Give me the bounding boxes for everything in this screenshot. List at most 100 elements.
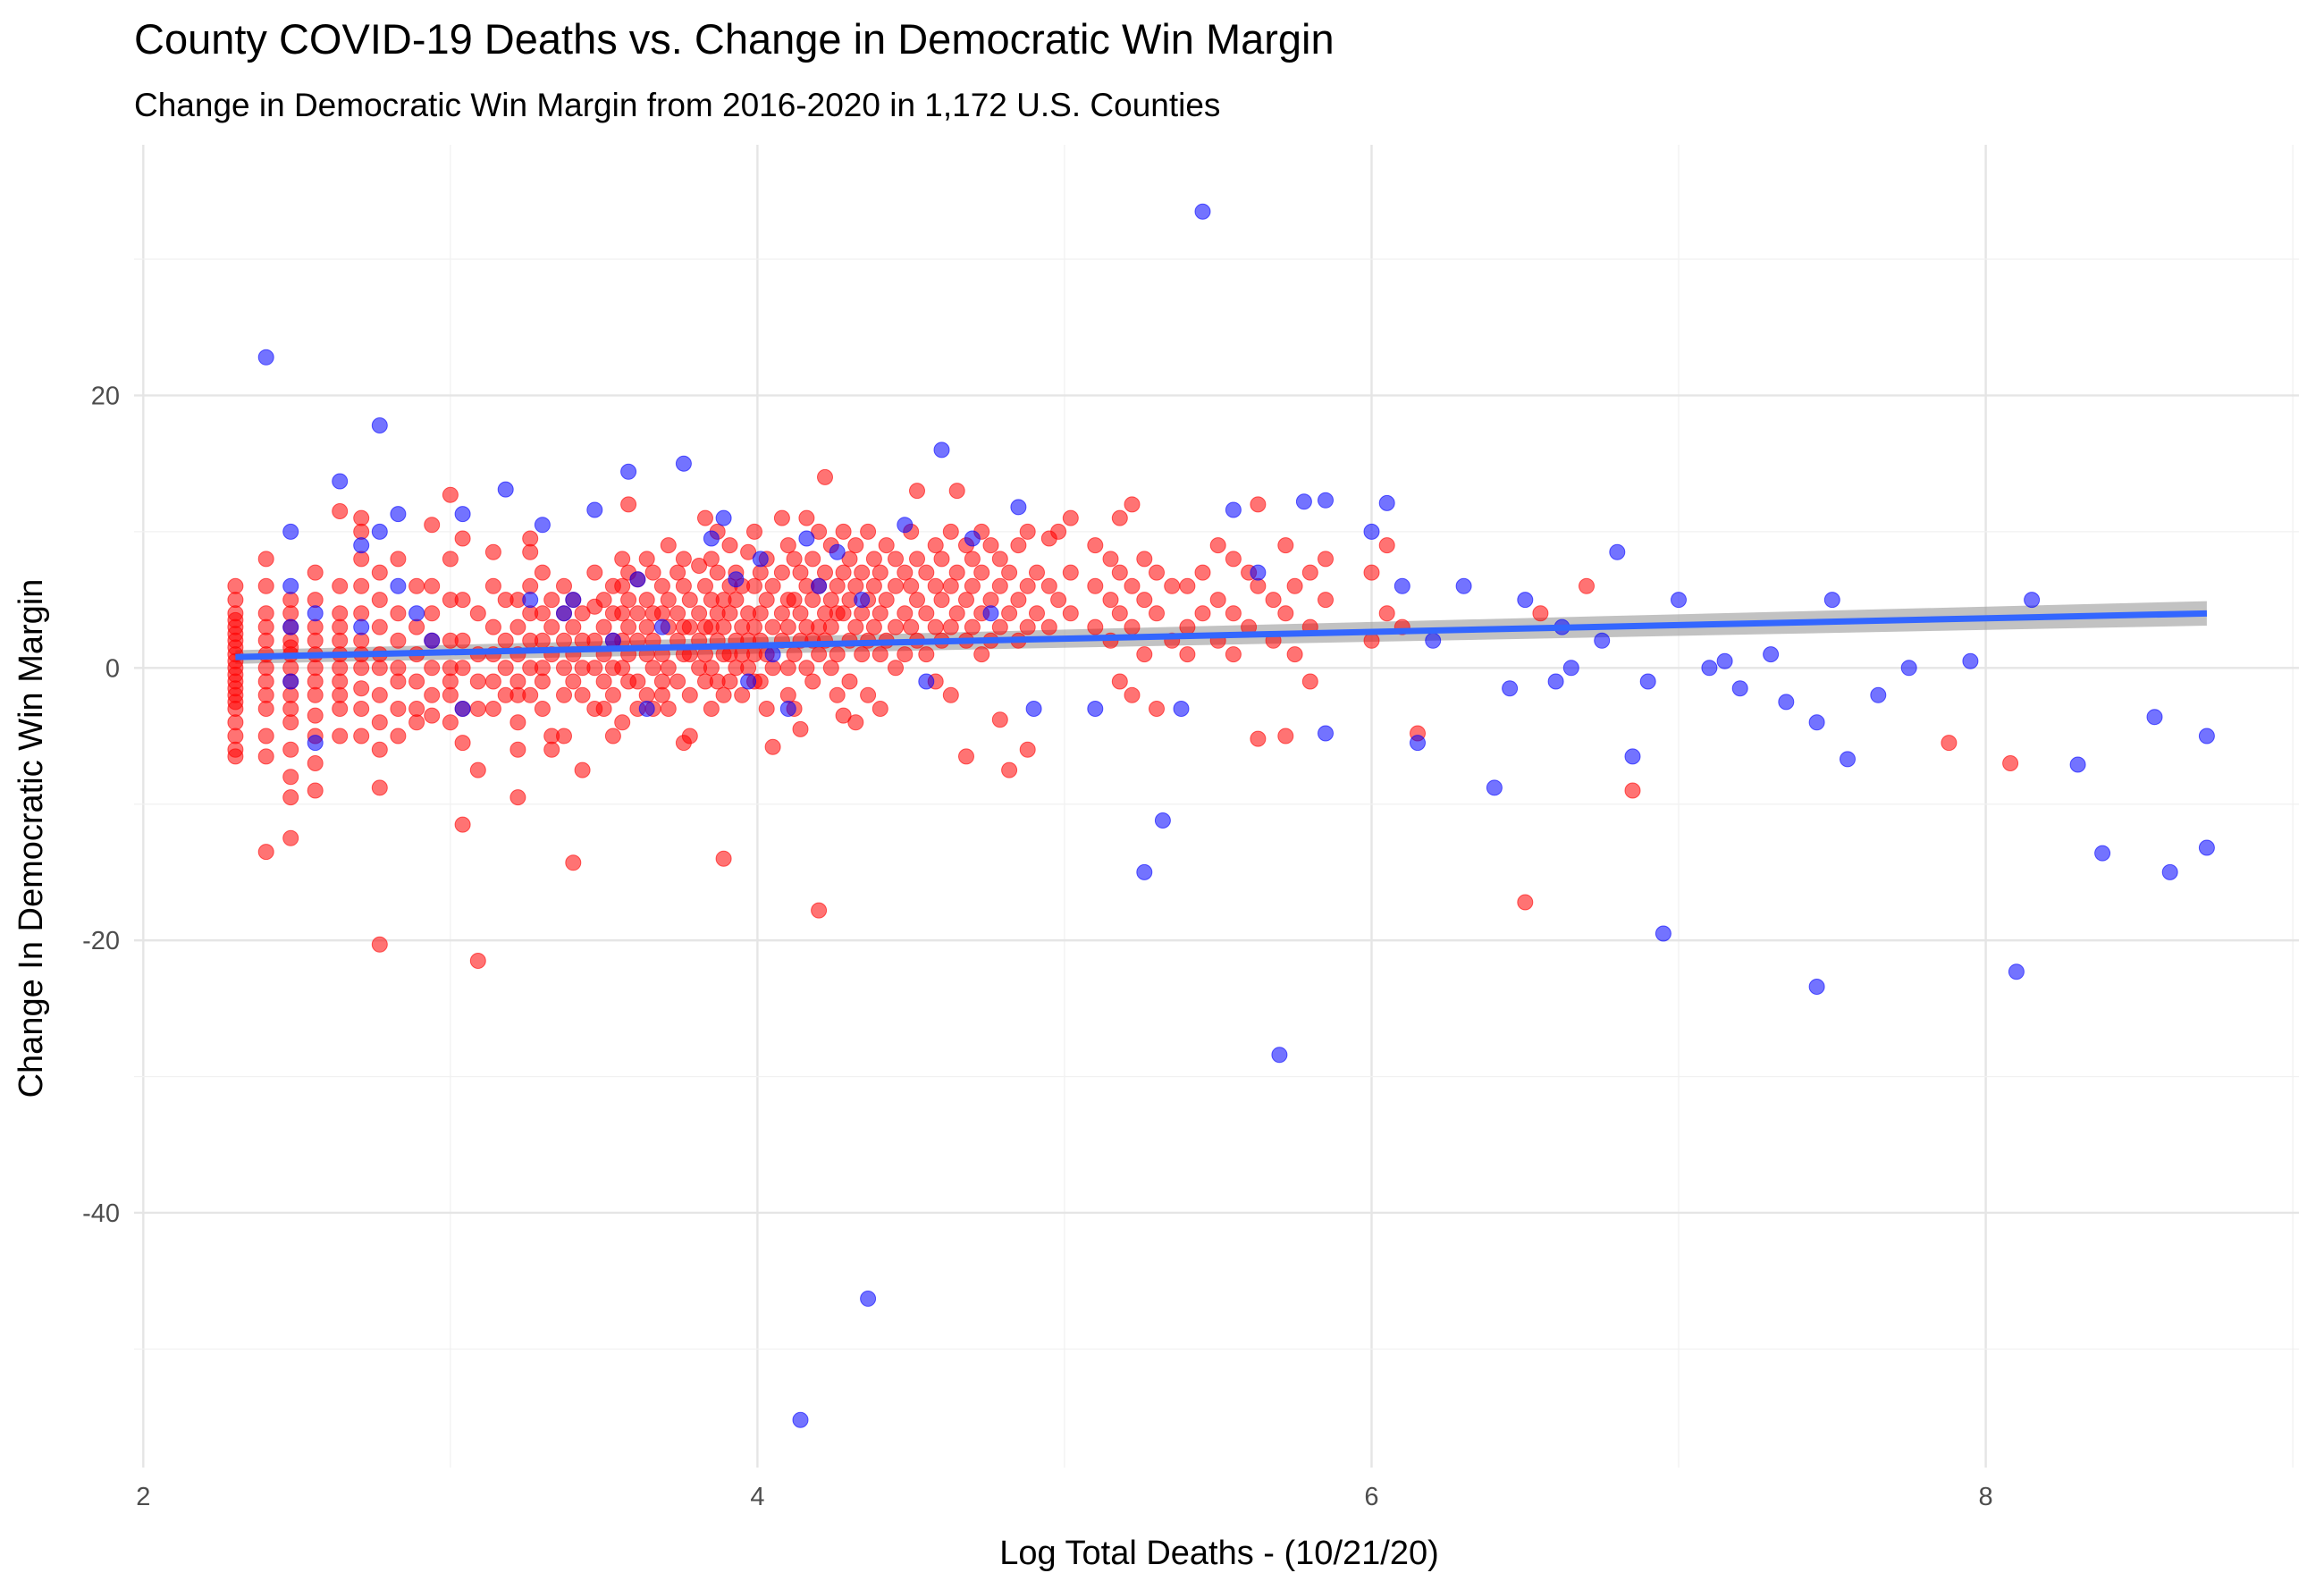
data-point	[942, 686, 959, 703]
trend-line-path	[235, 610, 2208, 660]
data-point	[565, 854, 582, 871]
data-point	[257, 605, 274, 622]
data-point	[534, 660, 551, 677]
data-point	[227, 748, 244, 765]
data-point	[332, 686, 349, 703]
data-point	[408, 701, 425, 717]
data-point	[964, 618, 981, 635]
data-point	[1010, 537, 1027, 554]
data-point	[942, 523, 959, 540]
data-point	[282, 829, 299, 846]
data-point	[353, 605, 370, 622]
data-point	[948, 564, 965, 581]
data-point	[703, 660, 720, 677]
x-tick-label: 4	[750, 1483, 764, 1511]
data-point	[282, 577, 299, 594]
data-point	[927, 537, 944, 554]
data-point	[257, 551, 274, 568]
data-point	[792, 605, 809, 622]
chart-title: County COVID-19 Deaths vs. Change in Dem…	[134, 15, 1335, 63]
data-point	[556, 660, 572, 677]
data-point	[779, 537, 796, 554]
data-point	[1087, 577, 1104, 594]
data-point	[942, 618, 959, 635]
data-point	[638, 551, 655, 568]
data-point	[644, 660, 661, 677]
data-point	[897, 564, 914, 581]
data-point	[1579, 577, 1595, 594]
data-point	[798, 509, 815, 526]
data-point	[353, 618, 370, 635]
data-point	[1025, 701, 1042, 717]
data-point	[918, 673, 935, 690]
data-point	[675, 577, 692, 594]
data-point	[779, 660, 796, 677]
data-point	[257, 844, 274, 861]
data-point	[752, 605, 769, 622]
data-point	[792, 564, 809, 581]
data-point	[1124, 577, 1141, 594]
data-point	[1394, 577, 1410, 594]
data-point	[282, 523, 299, 540]
data-point	[991, 618, 1008, 635]
data-point	[629, 673, 646, 690]
data-point	[1655, 925, 1671, 942]
data-point	[2024, 592, 2041, 609]
data-point	[865, 618, 882, 635]
data-point	[835, 564, 852, 581]
data-point	[522, 686, 539, 703]
data-point	[1277, 605, 1294, 622]
data-point	[2008, 963, 2025, 980]
data-point	[257, 728, 274, 745]
data-point	[469, 605, 486, 622]
data-point	[1301, 564, 1318, 581]
data-point	[1455, 577, 1472, 594]
data-point	[1050, 592, 1067, 609]
data-point	[353, 680, 370, 697]
data-point	[1010, 499, 1027, 516]
data-point	[1286, 646, 1303, 663]
data-point	[227, 714, 244, 731]
data-point	[390, 577, 407, 594]
data-point	[691, 558, 708, 574]
data-point	[1111, 605, 1128, 622]
data-point	[257, 577, 274, 594]
data-point	[424, 577, 441, 594]
data-point	[991, 711, 1008, 728]
data-point	[595, 592, 612, 609]
data-point	[1295, 493, 1312, 510]
data-point	[614, 660, 631, 677]
data-point	[522, 592, 539, 609]
data-point	[964, 530, 981, 547]
data-point	[1062, 605, 1079, 622]
data-point	[660, 660, 677, 677]
data-point	[1594, 632, 1611, 649]
data-point	[897, 605, 914, 622]
x-tick-label: 8	[1979, 1483, 1993, 1511]
data-point	[888, 577, 904, 594]
data-point	[918, 605, 935, 622]
data-point	[497, 632, 514, 649]
data-point	[691, 605, 708, 622]
data-point	[752, 551, 769, 568]
data-point	[332, 660, 349, 677]
data-point	[257, 748, 274, 765]
data-point	[408, 673, 425, 690]
data-point	[2198, 839, 2215, 856]
data-point	[1225, 501, 1242, 518]
data-point	[860, 523, 877, 540]
data-point	[2069, 756, 2086, 773]
data-point	[1286, 577, 1303, 594]
data-point	[872, 701, 888, 717]
data-point	[307, 782, 324, 799]
data-point	[681, 592, 698, 609]
data-point	[1194, 203, 1211, 220]
data-point	[1271, 1047, 1288, 1064]
data-point	[629, 571, 646, 588]
data-point	[764, 618, 781, 635]
data-point	[282, 660, 299, 677]
data-point	[878, 592, 895, 609]
data-point	[822, 660, 839, 677]
data-point	[371, 592, 388, 609]
data-point	[257, 349, 274, 366]
